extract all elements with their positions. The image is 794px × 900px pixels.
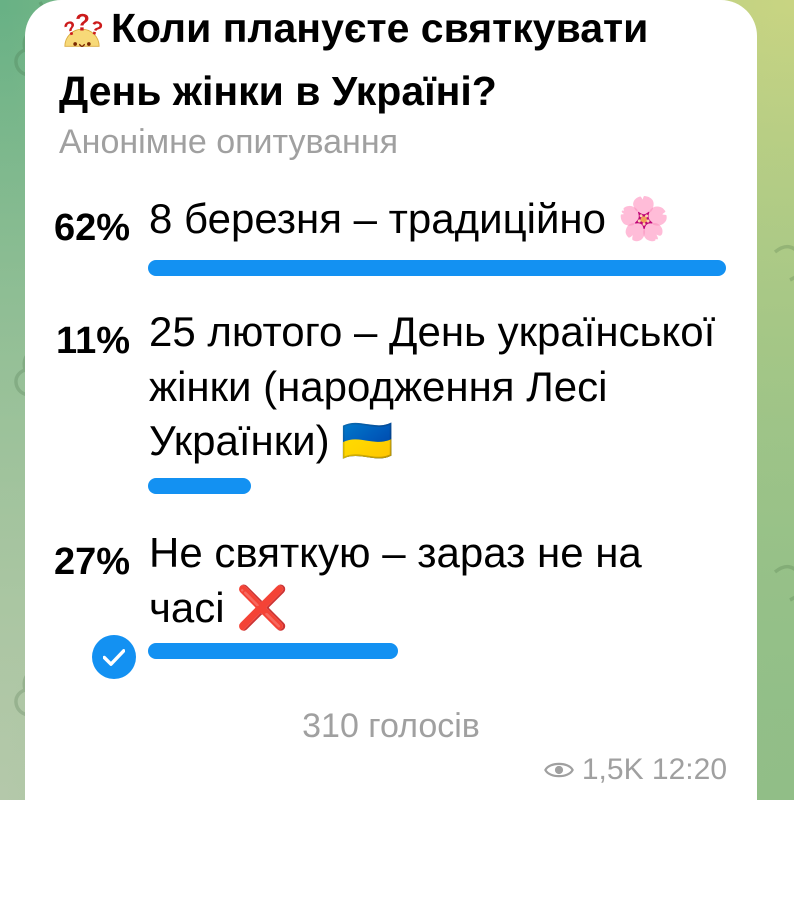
svg-text:?: ? xyxy=(75,12,90,36)
svg-text:?: ? xyxy=(87,17,105,42)
